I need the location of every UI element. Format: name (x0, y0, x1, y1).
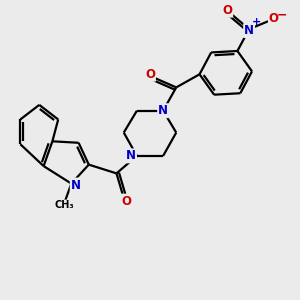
Text: O: O (222, 4, 232, 17)
Text: O: O (122, 195, 132, 208)
Text: O: O (269, 12, 279, 26)
Text: N: N (158, 104, 168, 117)
Text: CH₃: CH₃ (54, 200, 74, 210)
Text: −: − (277, 8, 287, 21)
Text: O: O (145, 68, 155, 81)
Text: +: + (252, 17, 261, 27)
Text: N: N (126, 149, 136, 162)
Text: N: N (244, 24, 254, 37)
Text: N: N (71, 178, 81, 191)
